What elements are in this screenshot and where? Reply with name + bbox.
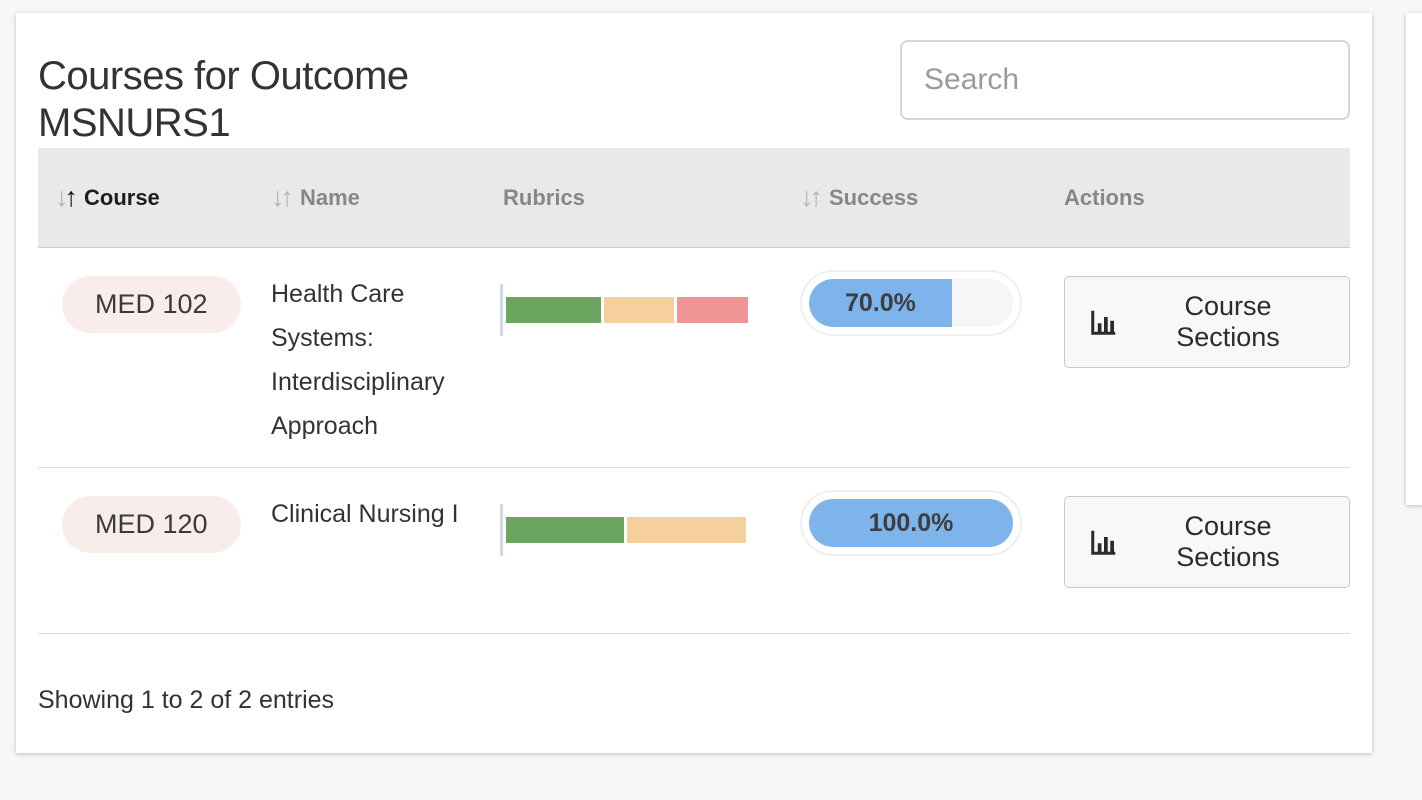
bar-chart-icon — [1091, 530, 1116, 555]
column-header-success-label: Success — [829, 184, 919, 210]
rubric-segment-does-not-meet — [677, 297, 748, 323]
sort-icon-name[interactable]: ↓ ↑ — [271, 182, 294, 212]
card-header: Courses for Outcome MSNURS1 — [38, 13, 1350, 148]
success-progress: 100.0% — [800, 490, 1022, 556]
course-code-badge: MED 102 — [62, 276, 241, 333]
table-row: MED 120 Clinical Nursing I 100.0% — [38, 468, 1350, 634]
course-name: Health Care Systems: Interdisciplinary A… — [271, 280, 445, 440]
course-sections-button[interactable]: Course Sections — [1064, 496, 1350, 588]
column-header-actions-label: Actions — [1064, 184, 1145, 210]
column-header-rubrics-label: Rubrics — [503, 184, 585, 210]
rubric-axis-tick — [500, 504, 503, 556]
adjacent-card-edge — [1406, 13, 1422, 505]
success-track: 100.0% — [809, 499, 1013, 547]
success-fill: 70.0% — [809, 279, 952, 327]
entries-summary: Showing 1 to 2 of 2 entries — [38, 686, 335, 714]
course-sections-button[interactable]: Course Sections — [1064, 276, 1350, 368]
course-sections-label: Course Sections — [1176, 291, 1280, 352]
rubrics-mini-chart — [500, 504, 800, 556]
column-header-rubrics: Rubrics — [500, 185, 800, 211]
column-header-name[interactable]: ↓ ↑ Name — [271, 182, 500, 213]
rubric-axis-tick — [500, 284, 503, 336]
course-sections-label: Course Sections — [1176, 511, 1280, 572]
course-code-badge: MED 120 — [62, 496, 241, 553]
sort-icon-success[interactable]: ↓ ↑ — [800, 182, 823, 212]
table-header-row: ↓ ↑ Course ↓ ↑ Name Rubrics ↓ ↑ Success Act… — [38, 148, 1350, 248]
column-header-actions: Actions — [1064, 185, 1350, 211]
column-header-success[interactable]: ↓ ↑ Success — [800, 182, 1064, 213]
rubric-segment-exceeds — [506, 297, 601, 323]
success-progress: 70.0% — [800, 270, 1022, 336]
table-row: MED 102 Health Care Systems: Interdiscip… — [38, 248, 1350, 468]
success-fill: 100.0% — [809, 499, 1013, 547]
rubric-segment-meets — [604, 297, 674, 323]
success-track: 70.0% — [809, 279, 1013, 327]
page-title: Courses for Outcome MSNURS1 — [38, 54, 409, 145]
bar-chart-icon — [1091, 310, 1116, 335]
column-header-name-label: Name — [300, 184, 360, 210]
course-name: Clinical Nursing I — [271, 500, 459, 528]
column-header-course[interactable]: ↓ ↑ Course — [38, 182, 271, 213]
success-value: 100.0% — [868, 508, 954, 537]
search-input[interactable] — [900, 40, 1350, 120]
success-value: 70.0% — [844, 288, 916, 317]
column-header-course-label: Course — [84, 184, 160, 210]
rubric-segment-exceeds — [506, 517, 624, 543]
courses-card: Courses for Outcome MSNURS1 ↓↑ Course ↓↑… — [16, 13, 1372, 753]
rubrics-mini-chart — [500, 284, 800, 336]
rubric-segment-meets — [627, 517, 746, 543]
sort-icon-course[interactable]: ↓ ↑ — [55, 182, 78, 212]
